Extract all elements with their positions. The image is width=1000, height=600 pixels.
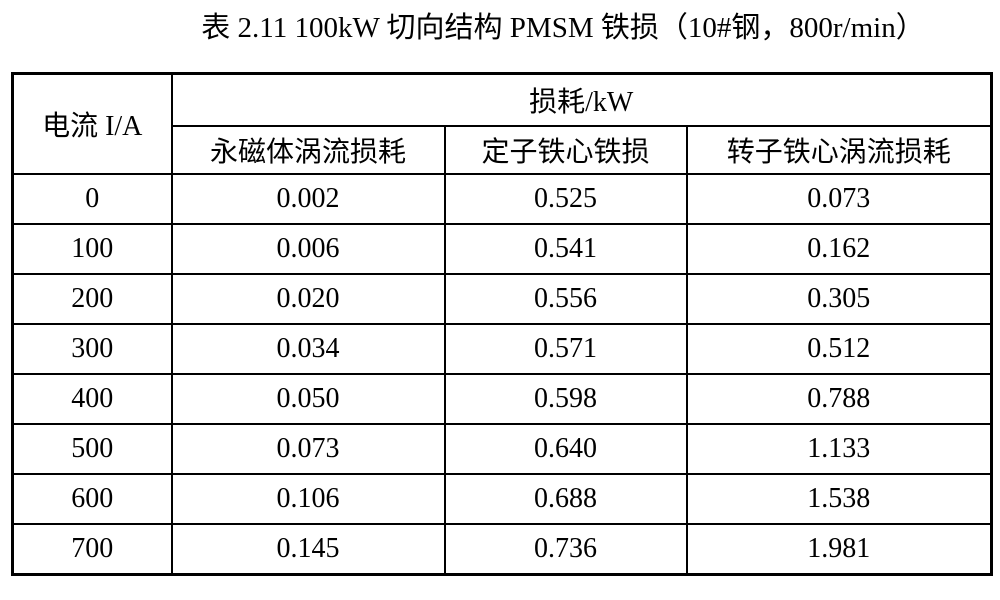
cell-rotor-eddy-loss: 1.538 [685,473,993,525]
iron-loss-table: 电流 I/A 损耗/kW 永磁体涡流损耗 定子铁心铁损 转子铁心涡流损耗 0 0… [11,72,994,576]
table-caption: 表 2.11 100kW 切向结构 PMSM 铁损（10#钢，800r/min） [201,12,925,44]
cell-stator-core-loss: 0.736 [443,523,688,576]
cell-rotor-eddy-loss: 1.981 [685,523,993,576]
table-row: 0 0.002 0.525 0.073 [11,173,993,225]
cell-stator-core-loss: 0.556 [443,273,688,325]
cell-stator-core-loss: 0.541 [443,223,688,275]
subheader-rotor-eddy-loss: 转子铁心涡流损耗 [685,125,993,175]
cell-stator-core-loss: 0.525 [443,173,688,225]
table-row: 500 0.073 0.640 1.133 [11,423,993,475]
document-page: 表 2.11 100kW 切向结构 PMSM 铁损（10#钢，800r/min）… [0,9,1000,576]
header-row-sub: 永磁体涡流损耗 定子铁心铁损 转子铁心涡流损耗 [13,125,993,175]
cell-current: 0 [11,173,173,225]
cell-pm-eddy-loss: 0.002 [170,173,446,225]
cell-rotor-eddy-loss: 0.162 [685,223,993,275]
subheader-pm-eddy-loss: 永磁体涡流损耗 [170,125,446,175]
cell-rotor-eddy-loss: 1.133 [685,423,993,475]
subheader-stator-core-loss: 定子铁心铁损 [443,125,688,175]
cell-rotor-eddy-loss: 0.512 [685,323,993,375]
cell-current: 100 [11,223,173,275]
cell-current: 400 [11,373,173,425]
cell-rotor-eddy-loss: 0.788 [685,373,993,425]
cell-pm-eddy-loss: 0.073 [170,423,446,475]
cell-stator-core-loss: 0.571 [443,323,688,375]
table-row: 700 0.145 0.736 1.981 [11,523,993,576]
cell-rotor-eddy-loss: 0.073 [685,173,993,225]
cell-pm-eddy-loss: 0.050 [170,373,446,425]
cell-stator-core-loss: 0.640 [443,423,688,475]
cell-pm-eddy-loss: 0.006 [170,223,446,275]
cell-pm-eddy-loss: 0.034 [170,323,446,375]
table-row: 200 0.020 0.556 0.305 [11,273,993,325]
cell-pm-eddy-loss: 0.145 [170,523,446,576]
loss-group-header: 损耗/kW [170,72,993,127]
current-column-header: 电流 I/A [11,72,173,175]
table-row: 300 0.034 0.571 0.512 [11,323,993,375]
cell-current: 500 [11,423,173,475]
header-row-top: 电流 I/A 损耗/kW [11,72,993,175]
cell-stator-core-loss: 0.688 [443,473,688,525]
cell-current: 200 [11,273,173,325]
cell-stator-core-loss: 0.598 [443,373,688,425]
table-row: 100 0.006 0.541 0.162 [11,223,993,275]
cell-current: 600 [11,473,173,525]
cell-pm-eddy-loss: 0.020 [170,273,446,325]
cell-current: 300 [11,323,173,375]
table-row: 600 0.106 0.688 1.538 [11,473,993,525]
table-row: 400 0.050 0.598 0.788 [11,373,993,425]
cell-pm-eddy-loss: 0.106 [170,473,446,525]
cell-current: 700 [11,523,173,576]
cell-rotor-eddy-loss: 0.305 [685,273,993,325]
